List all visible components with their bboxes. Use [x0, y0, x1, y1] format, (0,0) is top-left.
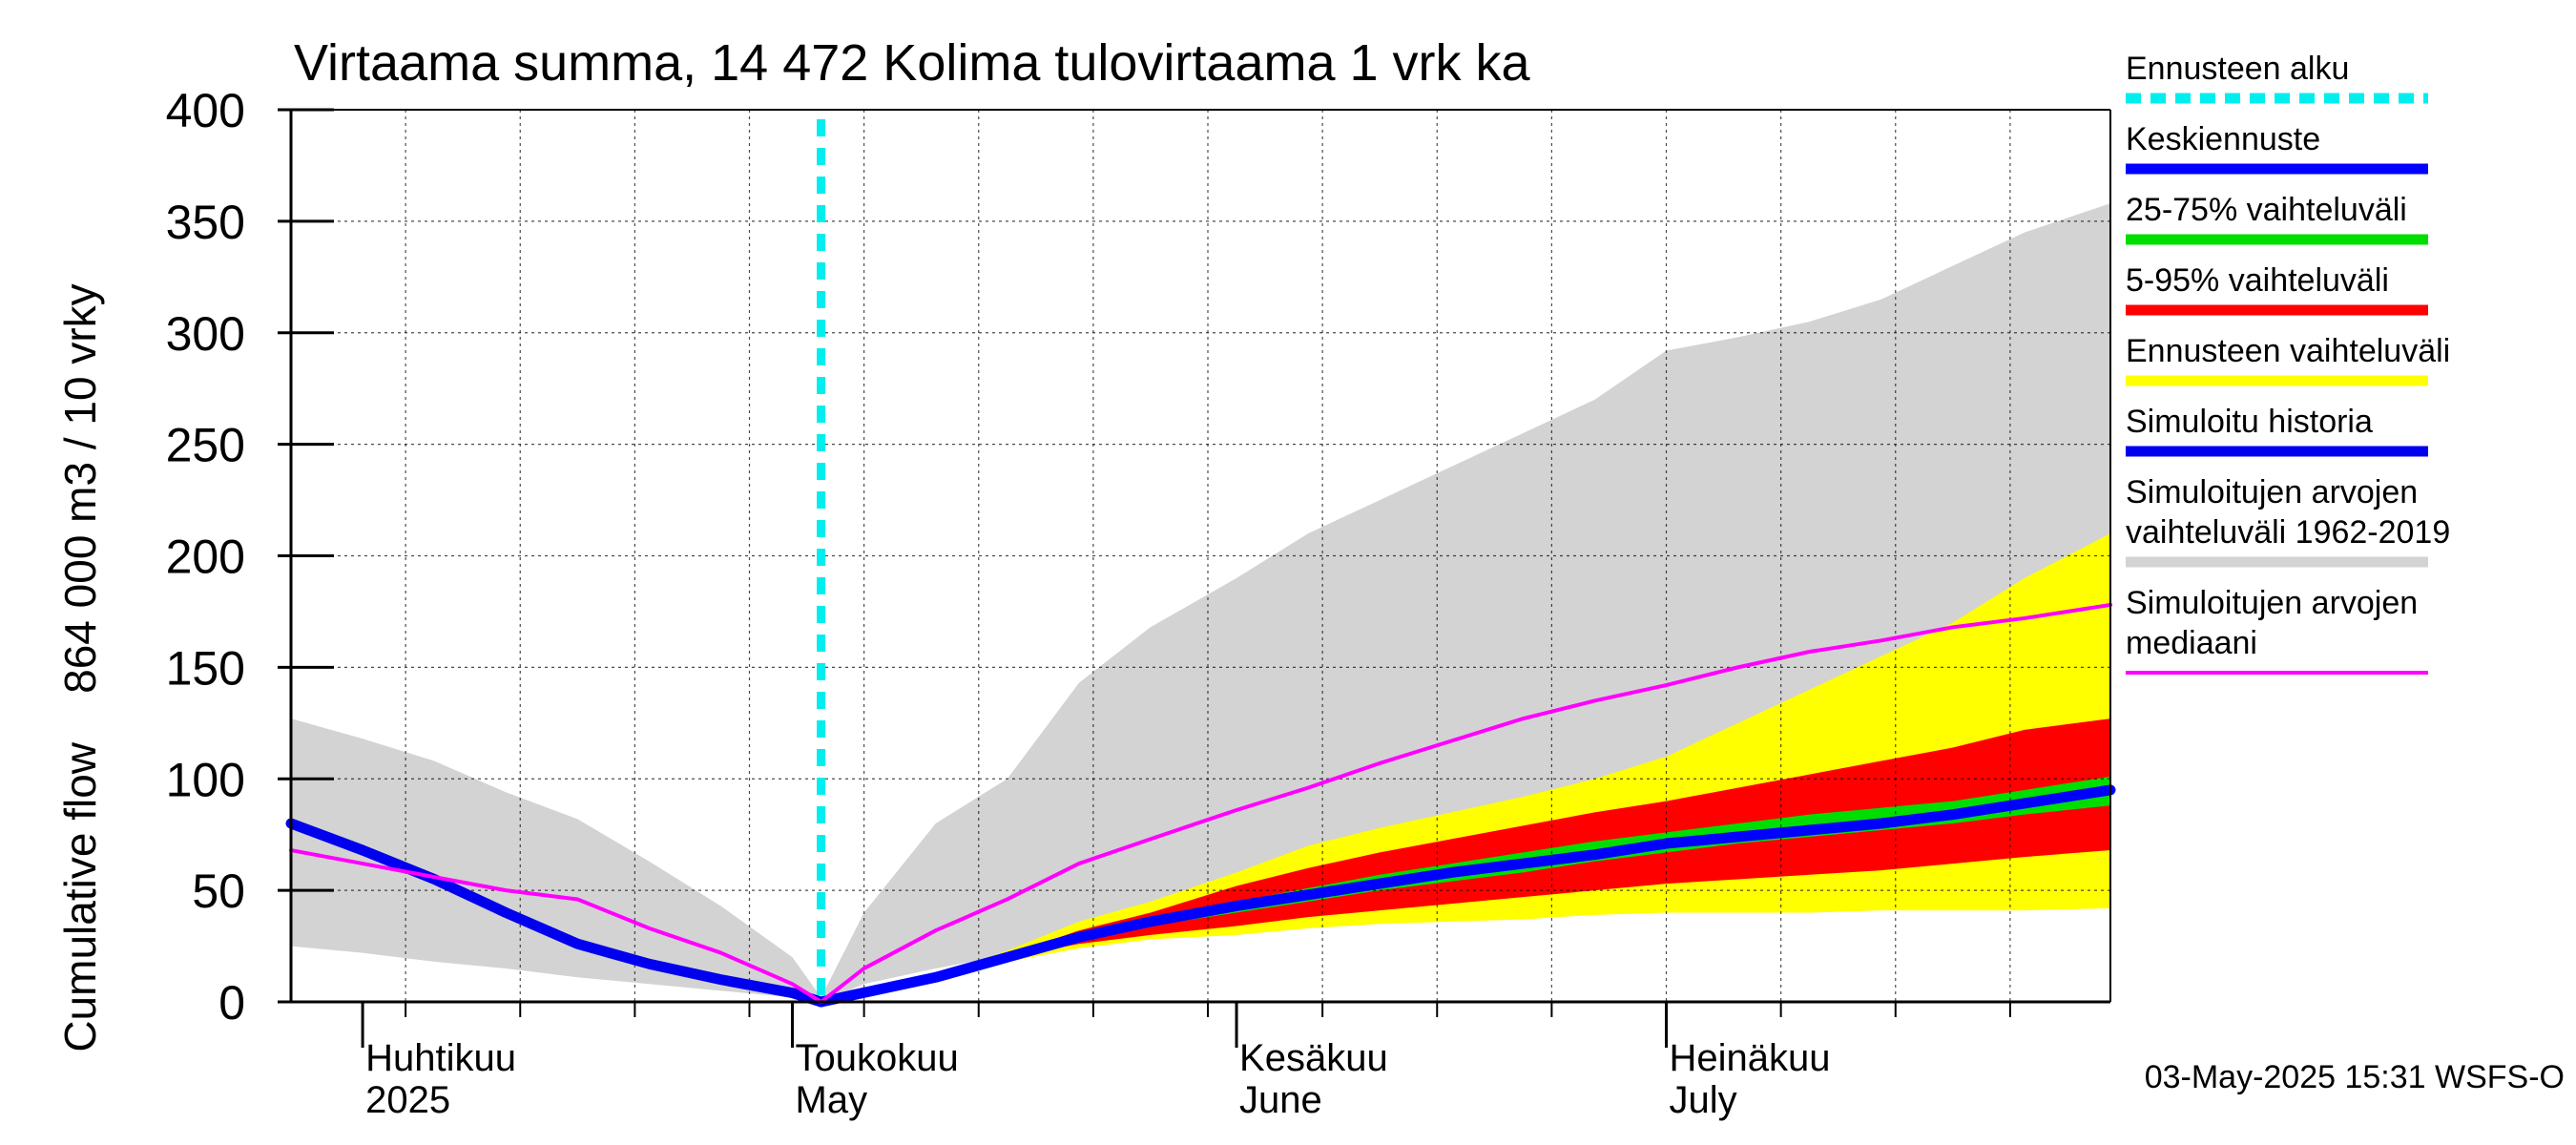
legend-label-0-0: Ennusteen alku	[2126, 51, 2349, 87]
x-month-label-en-2: June	[1239, 1079, 1322, 1121]
x-month-label-en-0: 2025	[365, 1079, 450, 1121]
x-month-label-fi-1: Toukokuu	[796, 1037, 959, 1079]
legend-entry-0: Ennusteen alku	[2126, 51, 2428, 104]
y-tick-label-200: 200	[166, 531, 245, 584]
y-tick-label-350: 350	[166, 196, 245, 249]
legend-entry-3: 5-95% vaihteluväli	[2126, 262, 2428, 316]
legend: Ennusteen alku Keskiennuste 25-75% vaihtel…	[2126, 51, 2450, 675]
y-tick-label-50: 50	[192, 864, 245, 918]
x-month-label-fi-3: Heinäkuu	[1670, 1037, 1831, 1079]
legend-label-3-0: 5-95% vaihteluväli	[2126, 262, 2389, 299]
legend-label-5-0: Simuloitu historia	[2126, 404, 2373, 440]
y-axis-label: Cumulative flow 864 000 m3 / 10 vrky	[55, 283, 105, 1051]
legend-label-1-0: Keskiennuste	[2126, 121, 2320, 157]
legend-entry-2: 25-75% vaihteluväli	[2126, 192, 2428, 245]
legend-entry-5: Simuloitu historia	[2126, 404, 2428, 457]
y-tick-label-100: 100	[166, 753, 245, 806]
line-layer	[285, 602, 2116, 1008]
footer-timestamp: 03-May-2025 15:31 WSFS-O	[2145, 1059, 2565, 1095]
legend-label-7-0: Simuloitujen arvojen	[2126, 585, 2418, 621]
x-month-label-fi-2: Kesäkuu	[1239, 1037, 1388, 1079]
legend-entry-4: Ennusteen vaihteluväli	[2126, 333, 2450, 386]
y-tick-label-0: 0	[218, 976, 245, 1030]
legend-entry-6: Simuloitujen arvojen vaihteluväli 1962-20…	[2126, 474, 2450, 568]
y-tick-label-150: 150	[166, 641, 245, 695]
legend-label-6-0: Simuloitujen arvojen	[2126, 474, 2418, 510]
legend-label-4-0: Ennusteen vaihteluväli	[2126, 333, 2450, 369]
y-tick-label-300: 300	[166, 307, 245, 361]
x-month-label-en-3: July	[1670, 1079, 1737, 1121]
legend-label-6-1: vaihteluväli 1962-2019	[2126, 514, 2450, 551]
band-ennusteen-vaihteluv-li	[821, 533, 2110, 1002]
line-keskiennuste	[816, 784, 2116, 1008]
legend-entry-7: Simuloitujen arvojen mediaani	[2126, 585, 2428, 675]
chart-title: Virtaama summa, 14 472 Kolima tulovirtaa…	[294, 34, 1531, 92]
grid-layer	[291, 109, 2110, 1002]
x-month-label-en-1: May	[796, 1079, 868, 1121]
line-simuloitu-historia	[285, 818, 827, 1008]
legend-label-2-0: 25-75% vaihteluväli	[2126, 192, 2407, 228]
y-tick-label-250: 250	[166, 419, 245, 472]
band-5-95-vaihteluv-li	[821, 718, 2110, 1002]
y-tick-label-400: 400	[166, 84, 245, 137]
legend-entry-1: Keskiennuste	[2126, 121, 2428, 175]
series-layer	[291, 203, 2110, 1003]
legend-label-7-1: mediaani	[2126, 625, 2257, 661]
x-month-label-fi-0: Huhtikuu	[365, 1037, 516, 1079]
line-simuloitujen-arvojen-mediaani	[289, 602, 2112, 1004]
